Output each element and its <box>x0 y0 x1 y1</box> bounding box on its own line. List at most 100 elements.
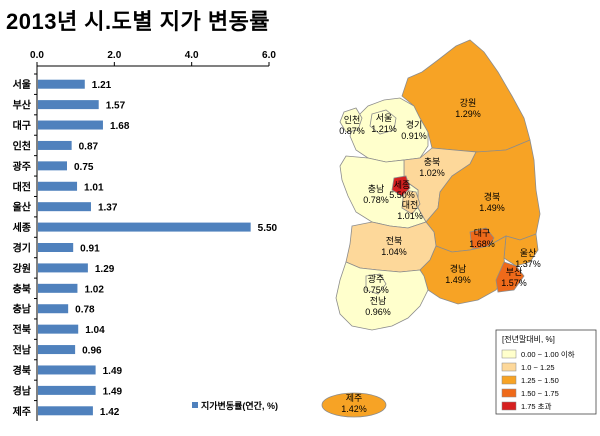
category-label: 경남 <box>13 384 32 397</box>
bar <box>38 100 99 110</box>
map-region-incheon <box>339 107 363 133</box>
value-label: 0.91 <box>80 244 100 255</box>
value-label: 1.49 <box>103 386 123 397</box>
svg-text:0.96%: 0.96% <box>365 307 391 317</box>
map-label-gangwon: 강원1.29% <box>455 98 481 119</box>
svg-text:1.42%: 1.42% <box>341 404 367 414</box>
svg-text:부산: 부산 <box>506 267 523 277</box>
category-label: 세종 <box>13 221 31 234</box>
category-label: 부산 <box>13 99 32 112</box>
category-label: 충남 <box>13 303 32 316</box>
x-tick-label: 4.0 <box>185 50 199 61</box>
map-label-jeonbuk: 전북1.04% <box>381 236 407 257</box>
map-region-busan <box>495 261 525 293</box>
category-label: 울산 <box>13 201 32 214</box>
map-legend-label: 1.75 초과 <box>521 402 552 411</box>
svg-text:0.87%: 0.87% <box>339 126 365 136</box>
value-label: 1.21 <box>92 80 112 91</box>
map-label-chungbuk: 충북1.02% <box>419 157 445 178</box>
svg-text:1.68%: 1.68% <box>469 239 495 249</box>
svg-text:전북: 전북 <box>386 236 403 246</box>
svg-text:1.04%: 1.04% <box>381 247 407 257</box>
map-label-chungnam: 충남0.78% <box>363 184 389 205</box>
value-label: 1.49 <box>103 366 123 377</box>
bar <box>38 263 88 273</box>
map-region-gangwon <box>401 39 531 153</box>
svg-text:1.57%: 1.57% <box>501 278 527 288</box>
map-region-jeju <box>321 392 387 418</box>
svg-text:인천: 인천 <box>344 115 361 125</box>
bar <box>38 385 96 395</box>
svg-text:울산: 울산 <box>520 248 537 258</box>
map-label-gwangju: 광주0.75% <box>363 273 389 295</box>
map-label-sejong: 세종5.50% <box>389 180 415 200</box>
map-legend-swatch <box>501 401 517 411</box>
legend-swatch <box>192 402 198 408</box>
svg-text:충북: 충북 <box>424 157 441 167</box>
map-region-gwangju <box>365 273 387 295</box>
value-label: 1.68 <box>110 121 130 132</box>
bar <box>38 202 91 212</box>
svg-text:0.75%: 0.75% <box>363 285 389 295</box>
value-label: 1.42 <box>100 407 120 418</box>
category-label: 인천 <box>13 139 31 152</box>
map-label-daegu: 대구1.68% <box>469 228 495 249</box>
svg-text:경북: 경북 <box>484 191 501 202</box>
map-region-seoul <box>369 109 397 135</box>
svg-text:대전: 대전 <box>402 200 419 210</box>
svg-text:0.91%: 0.91% <box>401 131 427 141</box>
svg-text:세종: 세종 <box>394 180 411 190</box>
value-label: 0.75 <box>74 162 94 173</box>
map-legend-swatch <box>501 388 517 398</box>
value-label: 0.78 <box>75 305 95 316</box>
map-label-incheon: 인천0.87% <box>339 115 365 136</box>
bar <box>38 79 85 89</box>
map-label-daejeon: 대전1.01% <box>397 200 423 221</box>
svg-text:서울: 서울 <box>376 113 393 123</box>
value-label: 0.96 <box>82 346 102 357</box>
map-label-gyeongnam: 경남1.49% <box>445 263 471 285</box>
map-region-daegu <box>469 227 495 251</box>
category-label: 경북 <box>13 364 31 377</box>
value-label: 5.50 <box>258 223 278 234</box>
category-label: 제주 <box>13 405 31 418</box>
map-label-seoul: 서울1.21% <box>371 113 397 134</box>
svg-text:대구: 대구 <box>474 228 491 238</box>
svg-text:1.01%: 1.01% <box>397 211 423 221</box>
category-label: 대전 <box>13 180 31 193</box>
value-label: 1.04 <box>85 325 105 336</box>
map-label-busan: 부산1.57% <box>501 267 527 288</box>
category-label: 충북 <box>13 282 31 295</box>
svg-text:0.78%: 0.78% <box>363 195 389 205</box>
bar <box>38 181 78 191</box>
svg-text:전남: 전남 <box>370 296 387 306</box>
legend-label: 지가변동률(연간, %) <box>201 400 278 411</box>
bar <box>38 222 251 232</box>
svg-text:1.49%: 1.49% <box>479 203 505 213</box>
svg-text:5.50%: 5.50% <box>389 190 415 200</box>
category-label: 서울 <box>13 78 31 91</box>
x-tick-label: 6.0 <box>262 50 276 61</box>
bar <box>38 365 96 375</box>
category-label: 대구 <box>13 119 31 132</box>
svg-text:강원: 강원 <box>460 98 477 108</box>
value-label: 1.57 <box>106 101 126 112</box>
map-label-jeonnam: 전남0.96% <box>365 296 391 317</box>
bar <box>38 140 72 150</box>
svg-text:1.29%: 1.29% <box>455 109 481 119</box>
svg-text:1.02%: 1.02% <box>419 168 445 178</box>
category-label: 전남 <box>13 344 32 357</box>
map-legend-swatch <box>501 375 517 385</box>
svg-text:1.49%: 1.49% <box>445 275 471 285</box>
svg-text:1.37%: 1.37% <box>515 259 541 269</box>
map-legend-label: 1.0 ~ 1.25 <box>521 363 555 372</box>
map-legend-label: 1.25 ~ 1.50 <box>521 376 559 385</box>
svg-text:경기: 경기 <box>406 119 423 130</box>
category-label: 전북 <box>13 323 31 336</box>
svg-text:1.21%: 1.21% <box>371 124 397 134</box>
x-tick-label: 2.0 <box>107 50 121 61</box>
bar <box>38 161 67 171</box>
map-legend: [전년말대비, %] 0.00 ~ 1.00 이하 1.0 ~ 1.25 1.25 … <box>495 329 597 415</box>
